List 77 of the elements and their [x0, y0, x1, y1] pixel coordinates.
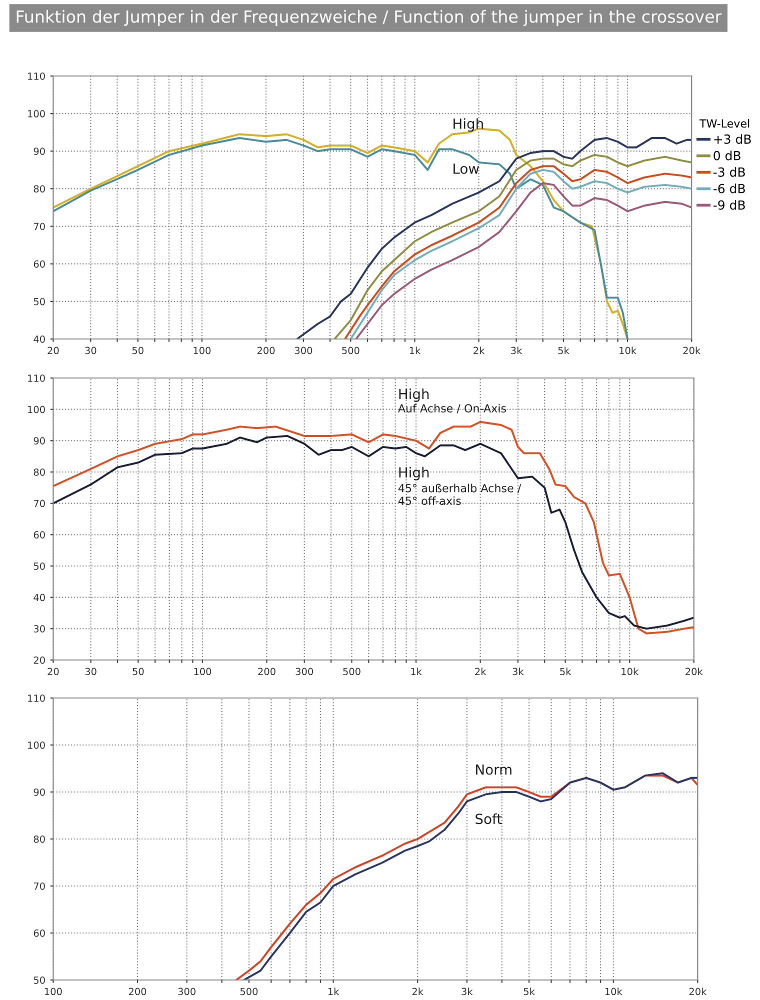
x-tick-label: 20: [48, 668, 59, 676]
annotation: 45° off-axis: [398, 496, 461, 506]
legend-title: TW-Level: [699, 119, 750, 128]
y-tick-label: 20: [34, 656, 45, 664]
x-tick-label: 500: [240, 988, 258, 996]
y-tick-label: 70: [34, 882, 45, 890]
x-tick-label: 300: [296, 668, 313, 676]
x-tick-label: 10k: [620, 346, 637, 354]
x-tick-label: 30: [85, 346, 96, 354]
x-tick-label: 20k: [683, 346, 701, 354]
x-tick-label: 20k: [686, 668, 703, 676]
x-tick-label: 5k: [558, 346, 570, 354]
x-tick-label: 3k: [511, 346, 522, 354]
y-tick-label: 60: [34, 260, 45, 268]
y-tick-label: 50: [34, 976, 45, 984]
annotation: High: [399, 388, 429, 402]
y-tick-label: 90: [34, 788, 45, 796]
x-tick-label: 50: [132, 668, 144, 676]
annotation: Auf Achse / On-Axis: [398, 404, 506, 414]
legend-label: +3 dB: [714, 134, 751, 144]
y-tick-label: 50: [34, 562, 45, 570]
y-tick-label: 40: [34, 335, 45, 343]
annotation: Low: [454, 164, 479, 174]
legend-label: 0 dB: [714, 150, 740, 160]
y-tick-label: 80: [34, 185, 45, 193]
x-tick-label: 30: [85, 668, 96, 676]
y-tick-label: 90: [34, 437, 45, 444]
legend-label: -6 dB: [713, 184, 745, 194]
y-tick-label: 80: [34, 835, 45, 843]
y-tick-label: 40: [34, 594, 45, 602]
y-tick-label: 100: [28, 741, 45, 749]
y-tick-label: 60: [34, 929, 45, 937]
annotation: High: [399, 466, 429, 480]
legend-label: -3 dB: [713, 167, 745, 177]
y-tick-label: 100: [28, 406, 45, 414]
annotation: 45° außerhalb Achse /: [398, 484, 522, 494]
x-tick-label: 1k: [411, 668, 422, 676]
annotation: Soft: [476, 813, 502, 824]
x-tick-label: 1k: [410, 346, 421, 354]
x-tick-label: 100: [194, 346, 211, 354]
y-tick-label: 70: [34, 222, 45, 230]
x-tick-label: 200: [257, 346, 275, 354]
y-tick-label: 110: [28, 694, 45, 702]
x-tick-label: 2k: [475, 668, 486, 676]
x-tick-label: 1k: [328, 988, 340, 996]
y-tick-label: 50: [34, 298, 45, 306]
x-tick-label: 2k: [412, 988, 424, 996]
x-tick-label: 50: [132, 346, 144, 354]
y-tick-label: 70: [34, 500, 45, 508]
y-tick-label: 100: [28, 110, 45, 118]
y-tick-label: 90: [34, 148, 45, 155]
x-tick-label: 200: [258, 668, 276, 676]
x-tick-label: 5k: [560, 668, 572, 676]
x-tick-label: 3k: [462, 988, 473, 996]
x-tick-label: 200: [128, 988, 146, 996]
x-tick-label: 10k: [605, 988, 622, 996]
x-tick-label: 300: [294, 346, 312, 354]
x-tick-label: 500: [342, 346, 360, 354]
x-tick-label: 3k: [512, 668, 524, 676]
annotation: Norm: [476, 764, 512, 775]
x-tick-label: 2k: [474, 346, 485, 354]
y-tick-label: 110: [28, 374, 45, 382]
legend-label: -9 dB: [713, 200, 745, 210]
x-tick-label: 20: [48, 346, 59, 354]
y-tick-label: 30: [34, 625, 45, 632]
y-tick-label: 80: [34, 468, 45, 476]
x-tick-label: 100: [44, 988, 62, 996]
x-tick-label: 100: [194, 668, 212, 676]
x-tick-label: 500: [343, 668, 360, 676]
x-tick-label: 20k: [689, 988, 707, 996]
x-tick-label: 300: [178, 988, 196, 996]
annotation: High: [454, 118, 483, 132]
chart-title: Funktion der Jumper in der Frequenzweiche / Function of the jumper in the crossover: [16, 10, 722, 26]
x-tick-label: 10k: [622, 668, 639, 676]
x-tick-label: 5k: [524, 988, 535, 996]
y-tick-label: 110: [28, 72, 45, 80]
y-tick-label: 60: [34, 531, 45, 538]
